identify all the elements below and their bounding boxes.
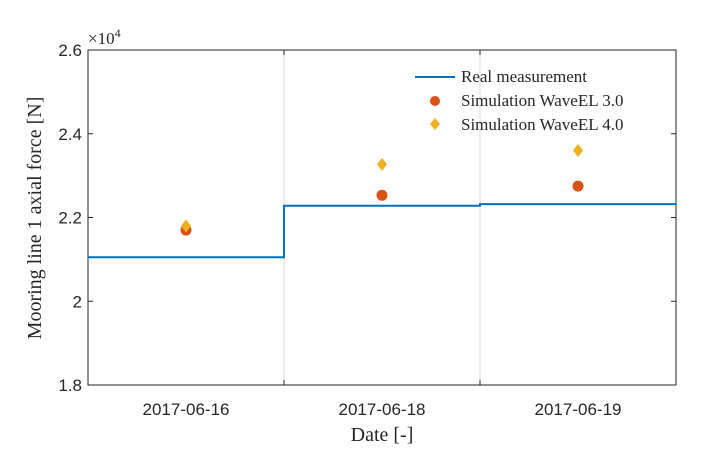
y-axis-label: Mooring line 1 axial force [N] bbox=[24, 97, 46, 340]
point-waveel-4 bbox=[573, 144, 583, 157]
grid-lines bbox=[283, 50, 481, 385]
point-waveel-4 bbox=[377, 157, 387, 171]
legend: Real measurement Simulation WaveEL 3.0 S… bbox=[415, 67, 623, 134]
y-exponent-power: 4 bbox=[115, 26, 121, 40]
series-real-measurement-line bbox=[88, 203, 676, 259]
y-tick-label: 2 bbox=[73, 292, 82, 311]
point-waveel-3 bbox=[572, 180, 584, 192]
legend-swatch-waveel-3 bbox=[430, 96, 440, 106]
legend-label-waveel-3: Simulation WaveEL 3.0 bbox=[461, 91, 623, 110]
y-tick-label: 2.4 bbox=[58, 125, 82, 144]
y-tick-label: 2.6 bbox=[58, 41, 82, 60]
y-exponent-label: ×104 bbox=[88, 26, 121, 48]
x-tick-label: 2017-06-19 bbox=[535, 400, 622, 419]
y-tick-label: 2.2 bbox=[58, 209, 82, 228]
legend-swatch-waveel-4 bbox=[430, 118, 440, 130]
legend-label-waveel-4: Simulation WaveEL 4.0 bbox=[461, 115, 623, 134]
x-tick-label: 2017-06-18 bbox=[339, 400, 426, 419]
series-group bbox=[88, 144, 676, 259]
x-tick-label: 2017-06-16 bbox=[143, 400, 230, 419]
x-axis: 2017-06-16 2017-06-18 2017-06-19 bbox=[143, 50, 622, 419]
y-tick-label: 1.8 bbox=[58, 376, 82, 395]
y-axis: 1.8 2 2.2 2.4 2.6 bbox=[58, 41, 676, 395]
point-waveel-4 bbox=[181, 219, 191, 233]
x-axis-label: Date [-] bbox=[351, 424, 414, 446]
point-waveel-3 bbox=[376, 189, 388, 201]
legend-label-real-measurement: Real measurement bbox=[461, 67, 587, 86]
